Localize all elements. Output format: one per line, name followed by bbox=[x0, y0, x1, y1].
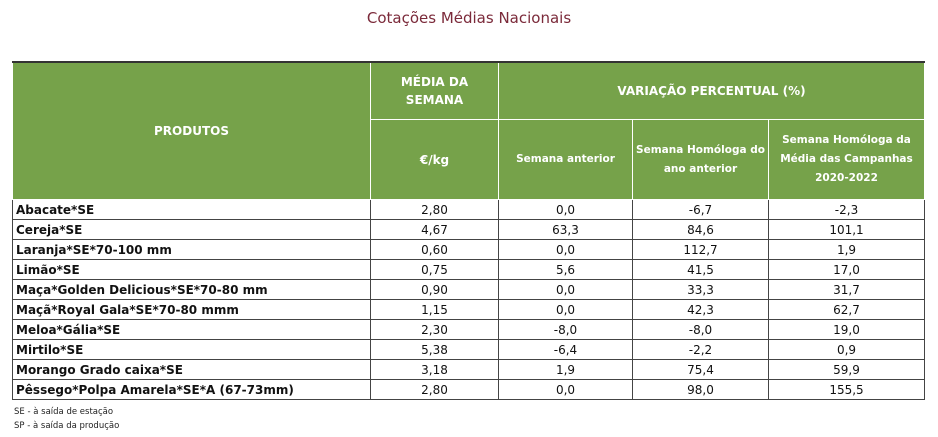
cell-produto: Maça*Golden Delicious*SE*70-80 mm bbox=[12, 279, 371, 300]
cell-media: 3,18 bbox=[370, 359, 499, 380]
cell-semana-anterior: 63,3 bbox=[498, 219, 633, 240]
footnote-sp: SP - à saída da produção bbox=[14, 421, 120, 431]
table-row: Cereja*SE 4,67 63,3 84,6 101,1 bbox=[12, 219, 926, 240]
cell-produto: Pêssego*Polpa Amarela*SE*A (67-73mm) bbox=[12, 379, 371, 400]
cell-homologa-ano: -2,2 bbox=[632, 339, 769, 360]
table-row: Limão*SE 0,75 5,6 41,5 17,0 bbox=[12, 259, 926, 280]
cell-homologa-ano: -8,0 bbox=[632, 319, 769, 340]
cell-homologa-ano: 98,0 bbox=[632, 379, 769, 400]
footnote-se: SE - à saída de estação bbox=[14, 407, 114, 417]
cell-homologa-media: 31,7 bbox=[767, 279, 926, 300]
cell-produto: Meloa*Gália*SE bbox=[12, 319, 371, 340]
price-table: PRODUTOS MÉDIA DA SEMANA VARIAÇÃO PERCEN… bbox=[12, 61, 926, 400]
cell-produto: Mirtilo*SE bbox=[12, 339, 371, 360]
cell-media: 4,67 bbox=[370, 219, 499, 240]
cell-produto: Cereja*SE bbox=[12, 219, 371, 240]
header-produtos: PRODUTOS bbox=[12, 61, 371, 200]
cell-semana-anterior: 5,6 bbox=[498, 259, 633, 280]
header-unit: €/kg bbox=[370, 119, 499, 200]
cell-produto: Abacate*SE bbox=[12, 199, 371, 220]
header-variacao: VARIAÇÃO PERCENTUAL (%) bbox=[497, 61, 926, 120]
table-header: PRODUTOS MÉDIA DA SEMANA VARIAÇÃO PERCEN… bbox=[12, 61, 926, 200]
cell-semana-anterior: -8,0 bbox=[498, 319, 633, 340]
table-row: Maça*Golden Delicious*SE*70-80 mm 0,90 0… bbox=[12, 279, 926, 300]
cell-semana-anterior: 0,0 bbox=[498, 299, 633, 320]
cell-homologa-ano: 42,3 bbox=[632, 299, 769, 320]
table-row: Mirtilo*SE 5,38 -6,4 -2,2 0,9 bbox=[12, 339, 926, 360]
header-semana-anterior: Semana anterior bbox=[498, 119, 633, 200]
cell-homologa-ano: 84,6 bbox=[632, 219, 769, 240]
cell-media: 0,90 bbox=[370, 279, 499, 300]
cell-homologa-media: -2,3 bbox=[767, 199, 926, 220]
cell-homologa-media: 1,9 bbox=[767, 239, 926, 260]
cell-semana-anterior: 0,0 bbox=[498, 239, 633, 260]
header-semana-homologa: Semana Homóloga do ano anterior bbox=[632, 119, 769, 200]
cell-homologa-media: 59,9 bbox=[767, 359, 926, 380]
cell-media: 0,75 bbox=[370, 259, 499, 280]
cell-produto: Maçã*Royal Gala*SE*70-80 mmm bbox=[12, 299, 371, 320]
cell-homologa-ano: 33,3 bbox=[632, 279, 769, 300]
header-media-semana: MÉDIA DA SEMANA bbox=[370, 61, 499, 120]
cell-media: 1,15 bbox=[370, 299, 499, 320]
cell-homologa-ano: 75,4 bbox=[632, 359, 769, 380]
cell-semana-anterior: 0,0 bbox=[498, 199, 633, 220]
cell-semana-anterior: 0,0 bbox=[498, 379, 633, 400]
table-row: Maçã*Royal Gala*SE*70-80 mmm 1,15 0,0 42… bbox=[12, 299, 926, 320]
cell-media: 2,30 bbox=[370, 319, 499, 340]
table-row: Abacate*SE 2,80 0,0 -6,7 -2,3 bbox=[12, 199, 926, 220]
cell-homologa-ano: 41,5 bbox=[632, 259, 769, 280]
cell-homologa-media: 155,5 bbox=[767, 379, 926, 400]
cell-media: 2,80 bbox=[370, 379, 499, 400]
cell-produto: Morango Grado caixa*SE bbox=[12, 359, 371, 380]
cell-homologa-media: 101,1 bbox=[767, 219, 926, 240]
table-row: Meloa*Gália*SE 2,30 -8,0 -8,0 19,0 bbox=[12, 319, 926, 340]
cell-media: 5,38 bbox=[370, 339, 499, 360]
cell-homologa-media: 0,9 bbox=[767, 339, 926, 360]
cell-homologa-ano: -6,7 bbox=[632, 199, 769, 220]
table-row: Morango Grado caixa*SE 3,18 1,9 75,4 59,… bbox=[12, 359, 926, 380]
cell-homologa-ano: 112,7 bbox=[632, 239, 769, 260]
cell-media: 0,60 bbox=[370, 239, 499, 260]
cell-semana-anterior: -6,4 bbox=[498, 339, 633, 360]
cell-homologa-media: 62,7 bbox=[767, 299, 926, 320]
table-row: Laranja*SE*70-100 mm 0,60 0,0 112,7 1,9 bbox=[12, 239, 926, 260]
cell-semana-anterior: 0,0 bbox=[498, 279, 633, 300]
cell-media: 2,80 bbox=[370, 199, 499, 220]
table-body: Abacate*SE 2,80 0,0 -6,7 -2,3 Cereja*SE … bbox=[12, 199, 926, 400]
cell-homologa-media: 19,0 bbox=[767, 319, 926, 340]
cell-produto: Limão*SE bbox=[12, 259, 371, 280]
page-title: Cotações Médias Nacionais bbox=[366, 9, 572, 27]
table-row: Pêssego*Polpa Amarela*SE*A (67-73mm) 2,8… bbox=[12, 379, 926, 400]
cell-homologa-media: 17,0 bbox=[767, 259, 926, 280]
cell-produto: Laranja*SE*70-100 mm bbox=[12, 239, 371, 260]
header-semana-homologa-media: Semana Homóloga da Média das Campanhas 2… bbox=[767, 119, 926, 200]
cell-semana-anterior: 1,9 bbox=[498, 359, 633, 380]
